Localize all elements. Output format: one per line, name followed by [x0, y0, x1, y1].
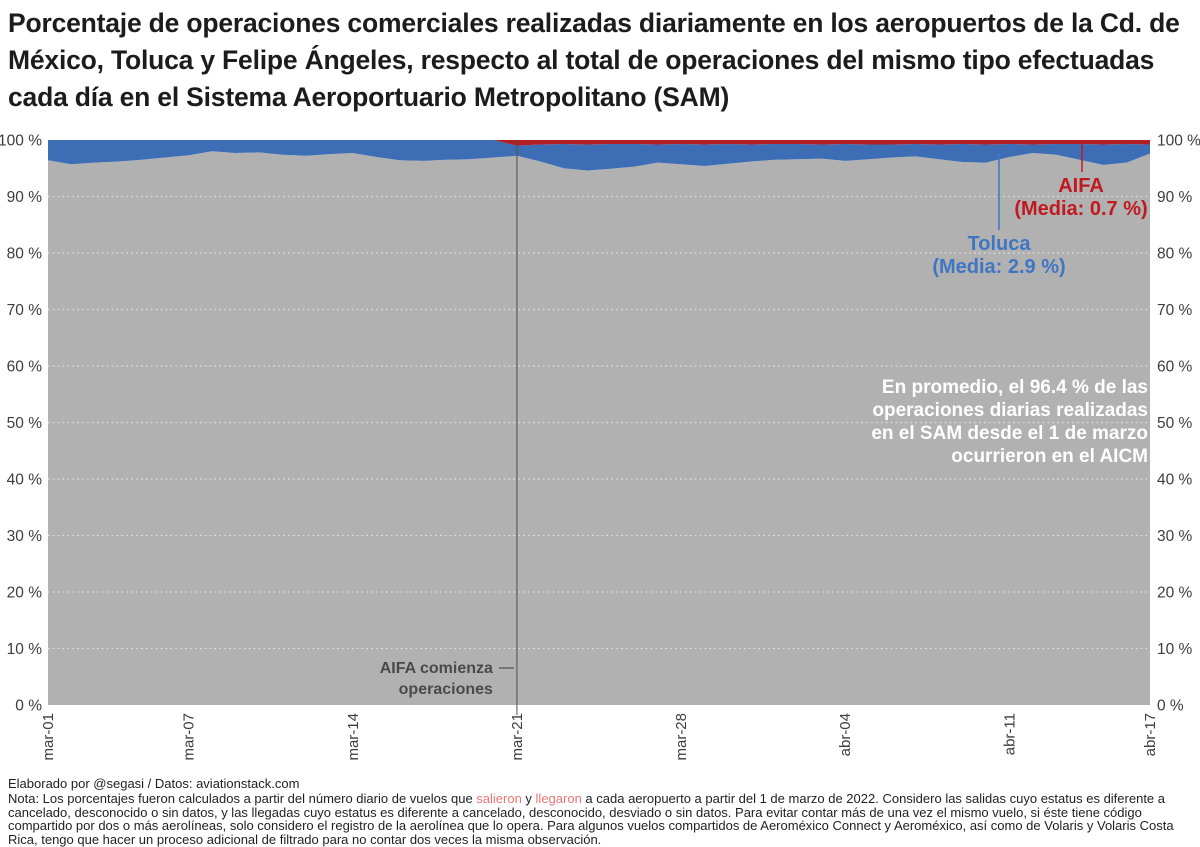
note-text: Nota: Los porcentajes fueron calculados …: [8, 790, 477, 806]
y-axis-label-right: 10 %: [1157, 641, 1193, 658]
note-highlight-word: llegaron: [535, 790, 582, 806]
aifa-area: [48, 140, 1150, 146]
y-axis-label-left: 60 %: [7, 359, 43, 376]
x-axis-label: mar-07: [181, 713, 198, 761]
methodology-note: Nota: Los porcentajes fueron calculados …: [8, 790, 1194, 847]
aifa-series-label: (Media: 0.7 %): [1014, 198, 1147, 220]
x-axis-label: abr-04: [837, 713, 854, 756]
x-axis-label: abr-17: [1142, 713, 1159, 756]
y-axis-label-left: 30 %: [7, 528, 43, 545]
y-axis-label-right: 60 %: [1157, 359, 1193, 376]
toluca-series-label: (Media: 2.9 %): [932, 256, 1065, 278]
y-axis-label-left: 50 %: [7, 415, 43, 432]
note-text: a cada aeropuerto a partir del 1 de marz…: [8, 790, 1174, 847]
aicm-average-note: operaciones diarias realizadas: [872, 400, 1148, 421]
x-axis-label: mar-28: [673, 713, 690, 761]
y-axis-label-right: 70 %: [1157, 302, 1193, 319]
y-axis-label-left: 0 %: [15, 698, 42, 715]
y-axis-label-right: 80 %: [1157, 246, 1193, 263]
aifa-series-label: AIFA: [1058, 175, 1104, 197]
x-axis-label: mar-01: [40, 713, 57, 761]
toluca-area: [48, 140, 1150, 171]
aifa-start-label: operaciones: [399, 681, 493, 698]
y-axis-label-left: 10 %: [7, 641, 43, 658]
credit-line: Elaborado por @segasi / Datos: aviations…: [8, 776, 300, 791]
y-axis-label-left: 70 %: [7, 302, 43, 319]
stacked-area-chart: 0 % 0 % 10 % 10 % 20 % 20 % 30 % 30 % 40 % 40 % 50…: [0, 133, 1200, 761]
aicm-average-note: en el SAM desde el 1 de marzo: [871, 423, 1148, 444]
y-axis-label-right: 100 %: [1157, 133, 1200, 150]
x-axis-label: abr-11: [1001, 713, 1018, 755]
y-axis-label-left: 100 %: [0, 133, 42, 150]
y-axis-label-left: 20 %: [7, 585, 43, 602]
x-axis-label: mar-21: [509, 713, 526, 761]
y-axis-label-left: 80 %: [7, 246, 43, 263]
aifa-start-label: AIFA comienza: [380, 660, 493, 677]
y-axis-label-left: 90 %: [7, 189, 43, 206]
aicm-area: [48, 151, 1150, 706]
aicm-average-note: En promedio, el 96.4 % de las: [882, 377, 1148, 398]
y-axis-label-right: 0 %: [1157, 698, 1184, 715]
y-axis-label-right: 50 %: [1157, 415, 1193, 432]
aicm-average-note: ocurrieron en el AICM: [951, 446, 1148, 467]
x-axis-label: mar-14: [345, 713, 362, 761]
toluca-series-label: Toluca: [968, 233, 1032, 255]
chart-footer: Elaborado por @segasi / Datos: aviations…: [8, 777, 1194, 847]
page-title: Porcentaje de operaciones comerciales re…: [8, 8, 1180, 112]
note-highlight-word: salieron: [476, 790, 522, 806]
note-text: y: [521, 790, 536, 806]
y-axis-label-left: 40 %: [7, 472, 43, 489]
y-axis-label-right: 90 %: [1157, 189, 1193, 206]
y-axis-label-right: 40 %: [1157, 472, 1193, 489]
y-axis-label-right: 20 %: [1157, 585, 1193, 602]
y-axis-label-right: 30 %: [1157, 528, 1193, 545]
